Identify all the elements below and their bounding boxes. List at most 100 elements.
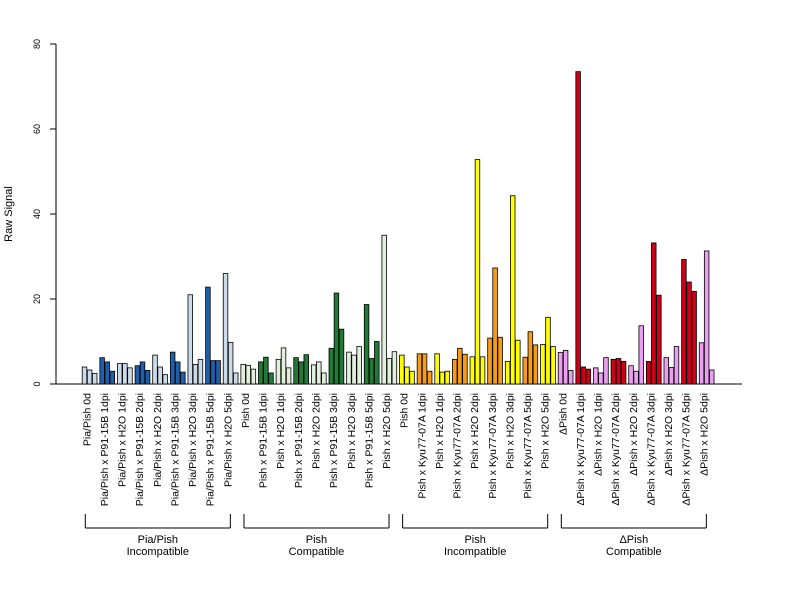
x-tick-label: Pish x P91-15B 3dpi	[328, 393, 340, 488]
bar	[479, 356, 486, 385]
x-tick-label: Pia/Pish x P91-15B 1dpi	[99, 393, 111, 506]
bar	[663, 357, 669, 385]
x-tick-label: Pish x H2O 5dpi	[381, 393, 393, 469]
x-tick-label: Pish x P91-15B 5dpi	[363, 393, 375, 488]
bar	[250, 368, 257, 385]
x-tick-label: ΔPish x Kyu77-07A 5dpi	[681, 393, 693, 506]
x-tick-label: Pia/Pish x H2O 3dpi	[187, 393, 199, 487]
x-tick-label: Pia/Pish 0d	[81, 393, 93, 446]
bar	[275, 358, 282, 385]
bar	[698, 342, 705, 385]
bar	[668, 367, 675, 385]
bar	[127, 367, 133, 385]
bars	[81, 71, 715, 385]
bar	[504, 361, 511, 385]
bar	[545, 316, 551, 385]
bar	[268, 372, 274, 385]
bar	[457, 347, 463, 385]
bar	[610, 358, 617, 385]
x-tick-label: ΔPish x Kyu77-07A 2dpi	[610, 393, 622, 506]
bar	[487, 337, 493, 385]
bar	[222, 273, 229, 385]
bar	[598, 372, 604, 385]
bar	[462, 353, 468, 385]
bar	[439, 371, 445, 385]
x-tick-label: Pish x Kyu77-07A 2dpi	[452, 393, 464, 499]
x-tick-label: Pish x H2O 1dpi	[275, 393, 287, 469]
x-tick-label: Pia/Pish x P91-15B 5dpi	[205, 393, 217, 506]
bar	[240, 364, 246, 385]
bar	[474, 159, 481, 385]
x-tick-label: Pia/Pish x P91-15B 3dpi	[169, 393, 181, 506]
y-axis: 0 20 40 60 80	[32, 39, 57, 387]
bar	[416, 353, 423, 385]
bar	[139, 361, 146, 385]
bar	[656, 294, 662, 385]
bar	[628, 365, 634, 385]
bar	[169, 351, 176, 385]
bar	[293, 357, 299, 385]
bar	[532, 344, 539, 385]
x-tick-label: Pish x H2O 3dpi	[504, 393, 516, 469]
bar	[404, 366, 410, 385]
x-tick-label: Pia/Pish x P91-15B 2dpi	[134, 393, 146, 506]
x-tick-label: ΔPish x H2O 5dpi	[698, 393, 710, 476]
bar	[540, 344, 546, 385]
y-tick-label: 20	[32, 294, 42, 304]
bar	[709, 369, 715, 385]
bar	[620, 361, 627, 385]
bar	[162, 374, 168, 385]
bar	[338, 328, 345, 385]
bar	[144, 369, 151, 385]
bar	[562, 350, 569, 385]
bar	[321, 372, 327, 385]
bar	[328, 347, 335, 385]
x-tick-label: ΔPish 0d	[557, 393, 569, 435]
bar	[346, 351, 352, 385]
x-tick-label: Pia/Pish x H2O 2dpi	[152, 393, 164, 487]
bar	[421, 353, 428, 385]
x-tick-label: ΔPish x H2O 2dpi	[628, 393, 640, 476]
bar	[263, 356, 269, 385]
bar	[310, 364, 317, 385]
bar	[152, 354, 158, 385]
bar	[187, 294, 193, 385]
x-tick-label: Pish x P91-15B 2dpi	[293, 393, 305, 488]
bar	[426, 370, 433, 385]
x-tick-label: ΔPish x H2O 1dpi	[593, 393, 605, 476]
bar	[368, 358, 375, 385]
bar	[497, 336, 503, 385]
bar	[227, 341, 234, 385]
bar	[522, 356, 528, 385]
bar	[399, 354, 405, 385]
bar	[298, 361, 304, 385]
bar	[122, 363, 128, 385]
bar	[444, 370, 450, 385]
bar	[303, 354, 309, 385]
x-tick-label: Pish x Kyu77-07A 5dpi	[522, 393, 534, 499]
bar	[645, 361, 652, 385]
bar	[134, 365, 141, 385]
bar	[205, 286, 211, 385]
bar	[86, 369, 93, 385]
y-tick-label: 0	[32, 381, 42, 386]
bar	[285, 367, 292, 385]
bar	[452, 358, 458, 385]
bar	[280, 347, 287, 385]
y-tick-label: 80	[32, 39, 42, 49]
bar	[550, 346, 556, 385]
bar	[633, 370, 639, 385]
x-tick-label: Pish x H2O 2dpi	[469, 393, 481, 469]
bar	[258, 361, 264, 385]
bar	[585, 368, 592, 385]
group-label-line1: Pish	[464, 534, 485, 546]
x-tick-label: Pish x Kyu77-07A 3dpi	[487, 393, 499, 499]
bar	[245, 364, 251, 385]
bar	[374, 341, 380, 385]
bar	[81, 366, 88, 385]
bar	[568, 369, 574, 385]
bar	[580, 366, 586, 385]
bar	[104, 361, 110, 385]
x-tick-label: Pish x H2O 3dpi	[346, 393, 358, 469]
